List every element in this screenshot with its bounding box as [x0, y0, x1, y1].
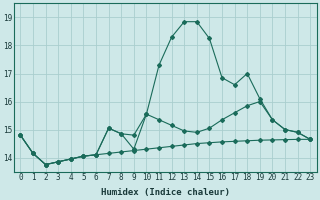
X-axis label: Humidex (Indice chaleur): Humidex (Indice chaleur): [101, 188, 230, 197]
